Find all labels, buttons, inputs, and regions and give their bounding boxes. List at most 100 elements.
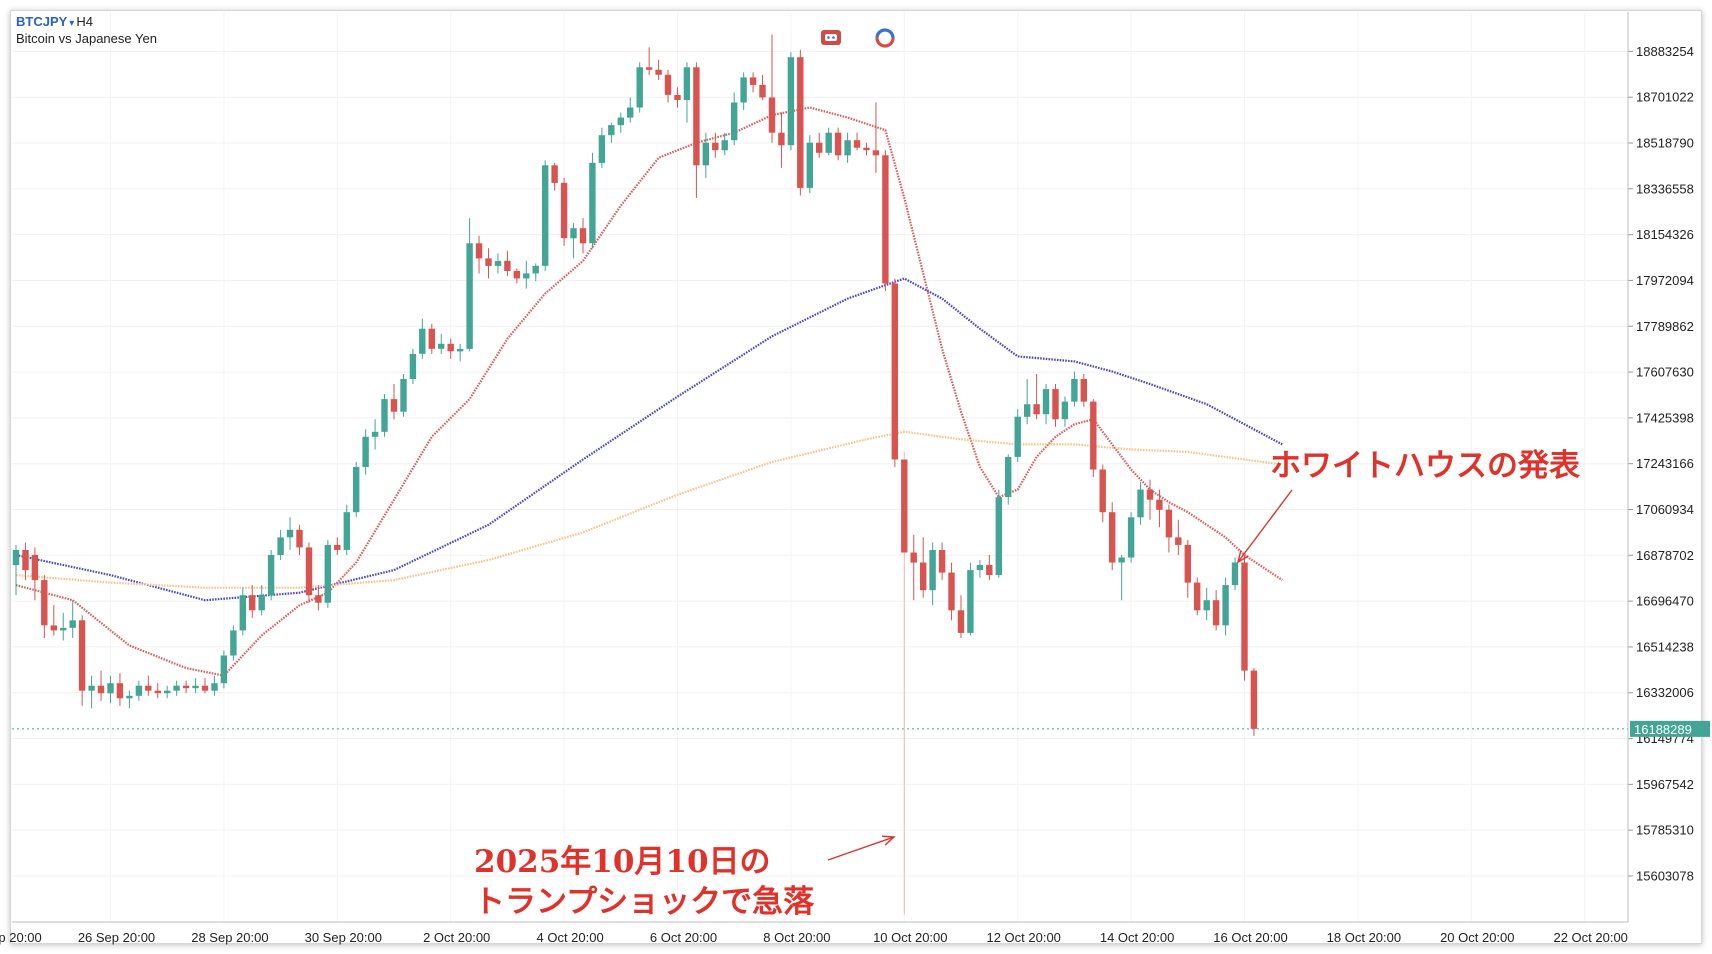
y-tick-label: 18154326 [1636,227,1694,242]
candle-body [447,343,454,352]
candle-body [1231,562,1239,586]
y-tick-label: 17243166 [1636,456,1694,471]
candle-body [22,550,29,571]
candle-body [409,353,417,379]
candle-body [267,555,275,596]
whitehouse-annotation: ホワイトハウスの発表 [1270,448,1580,484]
candle-body [107,683,114,694]
candle-body [797,57,804,188]
candle-body [1184,544,1191,583]
candle-body [1099,469,1106,513]
candle-body [787,57,795,146]
candle-body [664,74,672,95]
grid [12,12,1628,922]
candle-body [249,595,256,611]
y-tick-label: 17060934 [1636,502,1694,517]
candle-body [1014,416,1021,457]
candle-body [957,610,965,633]
candle-body [683,67,691,100]
candle-body [995,497,1002,576]
candle-body [428,328,435,349]
candle-body [967,570,974,633]
candle-body [50,625,57,631]
candle-body [986,565,993,576]
candle-body [920,562,927,591]
candle-body [277,537,284,555]
candle-body [371,431,379,437]
crash-arrow [827,836,895,861]
candle-body [617,117,624,126]
candle-body [381,399,388,432]
candle-body [872,150,880,156]
candle-body [1203,600,1210,611]
candle-body [579,228,587,244]
candle-body [806,142,813,188]
candle-body [258,595,265,611]
cycle-icon[interactable] [874,27,896,49]
last-price-label: 16188289 [1634,722,1692,737]
y-tick-label: 16332006 [1636,685,1694,700]
candle-body [731,102,738,141]
chat-bubble-icon[interactable] [820,27,842,49]
candle-body [816,142,823,153]
candle-body [78,620,86,691]
y-tick-label: 17425398 [1636,410,1694,425]
candle-body [532,265,539,274]
candle-body [693,67,700,166]
candle-body [863,147,870,151]
candle-body [1071,379,1078,402]
candle-body [948,572,955,611]
candle-body [390,399,398,412]
x-tick-label: 14 Oct 20:00 [1100,930,1174,945]
candle-body [211,683,218,691]
candle-body [485,258,492,266]
candle-body [173,685,180,691]
candle-body [456,348,464,352]
candles [12,34,1258,915]
candle-body [362,436,369,467]
timeframe-label: H4 [76,14,93,29]
y-tick-label: 15785310 [1636,823,1694,838]
x-tick-label: 30 Sep 20:00 [305,930,382,945]
candle-body [494,260,502,266]
candle-body [466,243,473,349]
y-tick-label: 18883254 [1636,44,1694,59]
candle-body [570,228,577,239]
candle-body [286,529,294,538]
y-tick-label: 17972094 [1636,273,1694,288]
candle-body [1033,404,1040,415]
candle-body [513,270,520,279]
moving-average-line [15,106,1283,677]
candle-body [523,273,530,279]
x-tick-label: 12 Oct 20:00 [986,930,1060,945]
crash-arrow-head [881,835,896,846]
candle-body [1194,582,1201,611]
candle-body [910,552,917,563]
candle-body [938,550,946,573]
x-tick-label: 20 Oct 20:00 [1440,930,1514,945]
x-tick-label: 2 Oct 20:00 [423,930,490,945]
candle-body [116,683,124,699]
symbol-selector[interactable]: BTCJPY ▾ H4 [16,14,93,29]
candle-body [31,555,39,581]
candle-body [721,140,728,151]
candle-body [598,135,606,163]
candle-body [778,132,785,146]
candle-body [853,140,861,148]
axes: 18883254 18701022 18518790 18336558 18154326… [0,12,1710,945]
candle-body [1222,585,1229,626]
candle-body [239,595,246,631]
candle-body [220,655,228,684]
candle-body [1090,401,1097,470]
candle-body [674,95,681,100]
candle-body [1024,404,1031,417]
candle-body [1052,389,1059,420]
candle-body [1061,401,1069,420]
moving-average-line [15,430,1283,589]
candle-body [343,512,350,550]
crash-annotation-line1: 2025年10月10日の [474,844,771,880]
y-tick-label: 18336558 [1636,181,1694,196]
y-tick-label: 15603078 [1636,868,1694,883]
candle-body [504,260,511,271]
